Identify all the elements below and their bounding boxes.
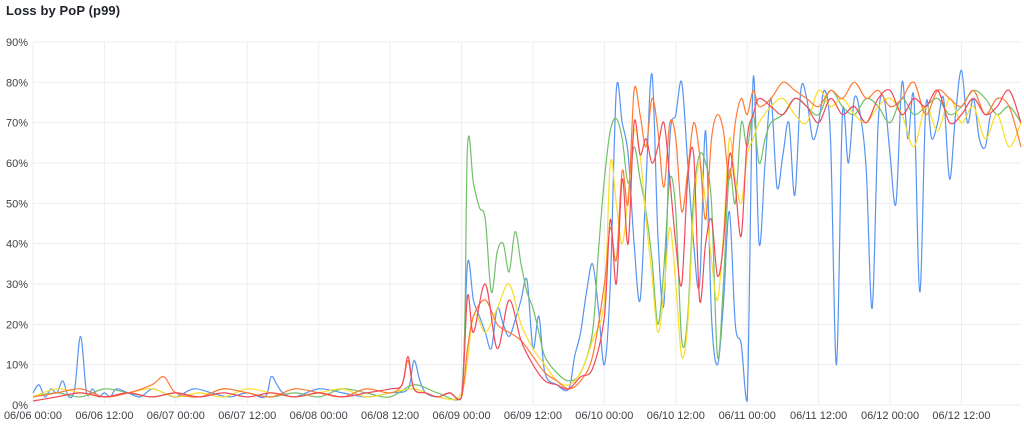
x-tick-label: 06/06 00:00 <box>4 410 62 422</box>
y-tick-label: 80% <box>6 77 28 89</box>
y-tick-label: 10% <box>6 360 28 372</box>
y-tick-label: 30% <box>6 279 28 291</box>
series-lines[interactable] <box>32 69 1022 402</box>
x-tick-label: 06/10 12:00 <box>647 410 705 422</box>
y-tick-label: 60% <box>6 158 28 170</box>
series-line-3[interactable] <box>32 81 1022 400</box>
x-tick-label: 06/09 12:00 <box>504 410 562 422</box>
x-tick-label: 06/10 00:00 <box>575 410 633 422</box>
x-tick-label: 06/07 12:00 <box>218 410 276 422</box>
x-tick-label: 06/08 00:00 <box>290 410 348 422</box>
x-axis-ticks: 06/06 00:00 06/06 12:00 06/07 00:00 06/07 1… <box>4 410 991 422</box>
y-axis-ticks: 0% 10% 20% 30% 40% 50% 60% 70% 80% 90% <box>6 37 28 412</box>
y-tick-label: 70% <box>6 118 28 130</box>
x-tick-label: 06/09 00:00 <box>432 410 490 422</box>
x-tick-label: 06/07 00:00 <box>147 410 205 422</box>
x-tick-label: 06/11 12:00 <box>790 410 847 422</box>
y-tick-label: 90% <box>6 37 28 49</box>
y-tick-label: 20% <box>6 319 28 331</box>
series-line-2[interactable] <box>32 89 1022 401</box>
x-tick-label: 06/12 00:00 <box>861 410 919 422</box>
grid <box>32 41 1021 406</box>
series-line-0[interactable] <box>32 69 992 402</box>
y-tick-label: 40% <box>6 239 28 251</box>
y-tick-label: 0% <box>12 400 28 412</box>
y-tick-label: 50% <box>6 198 28 210</box>
x-tick-label: 06/08 12:00 <box>361 410 419 422</box>
panel-title: Loss by PoP (p99) <box>6 3 121 18</box>
x-tick-label: 06/06 12:00 <box>75 410 133 422</box>
series-line-1[interactable] <box>32 89 1022 401</box>
x-tick-label: 06/12 12:00 <box>932 410 990 422</box>
x-tick-label: 06/11 00:00 <box>719 410 776 422</box>
series-line-4[interactable] <box>32 89 1022 402</box>
